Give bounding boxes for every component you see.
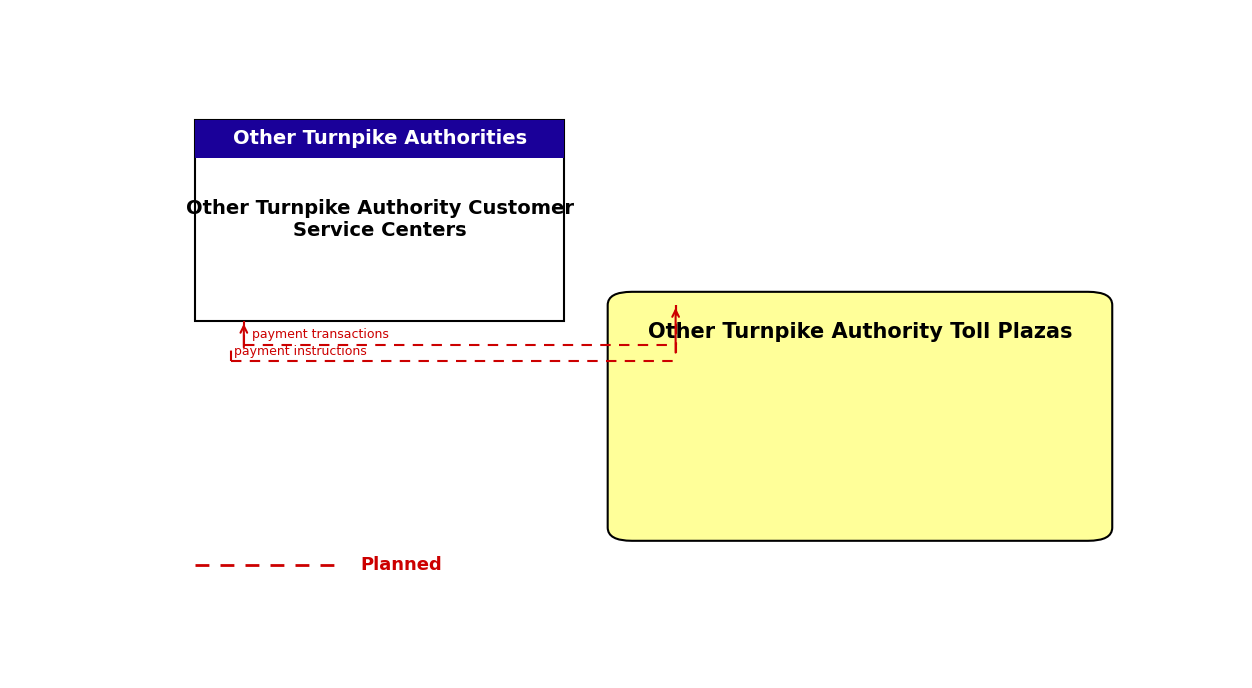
Text: Other Turnpike Authority Customer
Service Centers: Other Turnpike Authority Customer Servic…	[185, 200, 573, 240]
Text: payment transactions: payment transactions	[252, 327, 388, 341]
Text: payment instructions: payment instructions	[234, 345, 367, 358]
Text: Planned: Planned	[361, 556, 442, 574]
FancyBboxPatch shape	[607, 292, 1112, 541]
FancyBboxPatch shape	[195, 120, 563, 321]
Text: Other Turnpike Authority Toll Plazas: Other Turnpike Authority Toll Plazas	[647, 322, 1072, 342]
Text: Other Turnpike Authorities: Other Turnpike Authorities	[233, 129, 527, 149]
FancyBboxPatch shape	[195, 120, 563, 158]
